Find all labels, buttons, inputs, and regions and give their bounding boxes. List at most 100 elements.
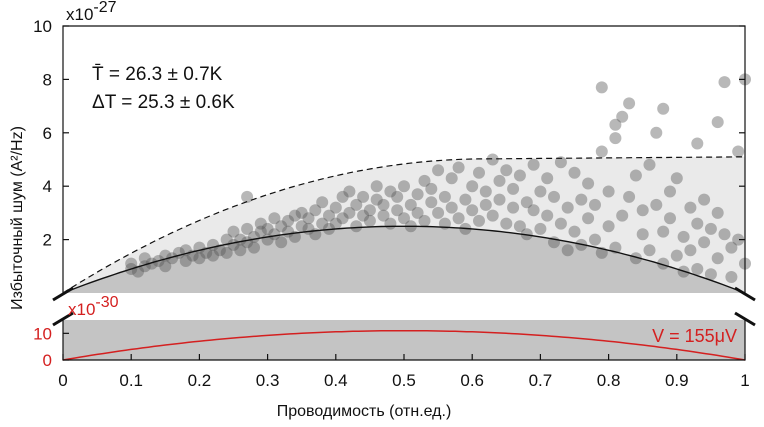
bottom-y-tick-label: 0	[43, 351, 52, 370]
x-tick-labels: 0 0.1 0.2 0.3 0.4 0.5 0.6 0.7 0.8 0.9 1	[58, 371, 749, 390]
data-point	[350, 198, 363, 211]
data-point	[513, 220, 526, 233]
bottom-y-tick-labels: 010	[33, 324, 52, 370]
data-point	[254, 225, 267, 238]
data-point	[520, 196, 533, 209]
data-point	[459, 193, 472, 206]
data-point	[507, 182, 520, 195]
data-point	[732, 233, 745, 246]
data-point	[466, 180, 479, 193]
data-point	[452, 161, 465, 174]
data-point	[623, 190, 636, 203]
data-point	[479, 185, 492, 198]
data-point	[691, 137, 704, 150]
data-point	[684, 201, 697, 214]
data-point	[718, 228, 731, 241]
data-point	[643, 158, 656, 171]
data-point	[363, 214, 376, 227]
data-point	[595, 81, 608, 94]
x-tick-label: 0.2	[188, 371, 212, 390]
data-point	[725, 241, 738, 254]
data-point	[602, 185, 615, 198]
data-point	[411, 206, 424, 219]
data-point	[145, 257, 158, 270]
x-tick-label: 0.3	[256, 371, 280, 390]
axis-break-left-bottom	[52, 311, 74, 327]
data-point	[268, 228, 281, 241]
data-point	[404, 198, 417, 211]
data-point	[473, 214, 485, 227]
data-point	[500, 164, 513, 177]
data-point	[684, 244, 697, 257]
data-point	[241, 190, 254, 203]
data-point	[493, 174, 506, 187]
data-point	[602, 220, 615, 233]
data-point	[138, 252, 151, 265]
data-point	[418, 174, 431, 187]
data-point	[589, 233, 601, 246]
data-point	[732, 145, 745, 158]
data-point	[534, 185, 547, 198]
solid-fit-curve	[62, 225, 746, 294]
data-point	[432, 164, 445, 177]
data-point	[220, 233, 233, 246]
data-point	[616, 110, 629, 123]
x-axis-title: Проводимость (отн.ед.)	[277, 403, 452, 420]
data-point	[473, 166, 485, 179]
data-point	[241, 222, 254, 235]
data-point	[329, 217, 342, 230]
axis-break-right-top	[734, 286, 756, 302]
mean-temperature-annotation: T̄ = 26.3 ± 0.7K	[92, 64, 223, 85]
axis-break-left-top	[52, 286, 74, 302]
data-point	[220, 246, 233, 259]
data-point	[343, 185, 356, 198]
data-point	[125, 257, 138, 270]
x-tick-label: 0	[58, 371, 67, 390]
data-point	[275, 220, 288, 233]
data-point	[664, 185, 676, 198]
data-point	[582, 212, 595, 225]
data-point	[295, 220, 308, 233]
data-point	[609, 118, 622, 131]
data-point	[609, 132, 622, 145]
top-y-multiplier: x10-27	[66, 0, 117, 24]
data-point	[664, 212, 676, 225]
data-point	[309, 204, 322, 217]
data-point	[704, 268, 717, 281]
data-point	[377, 198, 390, 211]
voltage-curve	[62, 329, 746, 361]
data-point	[650, 198, 663, 211]
data-point	[650, 126, 663, 139]
data-point	[166, 252, 179, 265]
data-point	[691, 217, 704, 230]
y-tick-label: 2	[43, 231, 52, 250]
data-point	[159, 260, 172, 273]
data-point	[323, 209, 335, 222]
data-point	[432, 206, 445, 219]
y-tick-label: 10	[33, 17, 52, 36]
data-point	[548, 190, 560, 203]
data-point	[316, 196, 329, 209]
data-point	[261, 222, 274, 235]
data-point	[398, 180, 410, 193]
data-point	[336, 190, 349, 203]
data-point	[711, 116, 724, 129]
data-point	[486, 153, 499, 166]
data-point	[445, 172, 458, 185]
data-point	[616, 209, 629, 222]
data-point	[568, 225, 581, 238]
data-point	[554, 217, 567, 230]
x-tick-label: 0.8	[597, 371, 621, 390]
data-point	[725, 271, 738, 283]
data-point	[391, 204, 404, 217]
data-point	[302, 212, 315, 225]
data-point	[527, 204, 540, 217]
data-point	[248, 241, 260, 254]
delta-temperature-annotation: ΔT = 25.3 ± 0.6K	[92, 92, 235, 113]
data-point	[227, 225, 240, 238]
data-point	[254, 217, 267, 230]
data-point	[343, 206, 356, 219]
data-point	[623, 97, 636, 110]
data-point	[336, 212, 349, 225]
